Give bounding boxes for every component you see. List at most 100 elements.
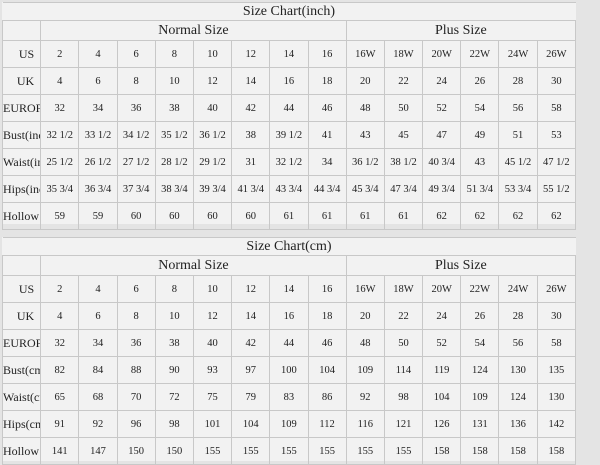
size-cell: 52 xyxy=(422,94,462,122)
size-cell: 39 1/2 xyxy=(269,121,309,149)
title-row: Size Chart(inch) xyxy=(2,2,576,21)
size-cell: 12 xyxy=(231,275,271,303)
size-cell: 24 xyxy=(422,67,462,95)
row-label: US xyxy=(1,275,42,303)
size-cell: 42 xyxy=(231,329,271,357)
size-cell: 26 xyxy=(460,302,500,330)
size-cell: 47 3/4 xyxy=(383,175,424,203)
size-cell: 30 xyxy=(536,67,577,95)
size-cell: 124 xyxy=(498,383,538,411)
size-cell: 16W xyxy=(345,40,385,68)
size-cell: 18W xyxy=(383,40,424,68)
size-cell: 38 3/4 xyxy=(154,175,194,203)
size-cell: 18W xyxy=(383,275,424,303)
size-cell: 4 xyxy=(78,40,118,68)
size-cell: 136 xyxy=(498,410,538,438)
size-cell: 16 xyxy=(307,40,347,68)
size-cell: 24W xyxy=(498,275,538,303)
size-cell: 92 xyxy=(345,383,385,411)
size-cell: 4 xyxy=(40,67,80,95)
size-cell: 109 xyxy=(460,383,500,411)
size-cell: 40 3/4 xyxy=(422,148,462,176)
size-cell: 59 xyxy=(78,202,118,230)
size-cell: 45 1/2 xyxy=(498,148,538,176)
size-cell: 38 1/2 xyxy=(383,148,424,176)
size-cell: 72 xyxy=(154,383,194,411)
size-cell: 12 xyxy=(192,67,233,95)
size-cell: 155 xyxy=(383,437,424,465)
size-cell: 53 xyxy=(536,121,577,149)
size-cell: 36 1/2 xyxy=(345,148,385,176)
size-cell: 33 1/2 xyxy=(78,121,118,149)
size-cell: 50 xyxy=(383,329,424,357)
size-cell: 24 xyxy=(422,302,462,330)
size-cell: 29 1/2 xyxy=(192,148,233,176)
size-cell: 43 xyxy=(460,148,500,176)
size-cell: 142 xyxy=(536,410,577,438)
size-table: Size Chart(inch) Normal Size Plus Size US 2 4… xyxy=(1,2,577,230)
size-cell: 4 xyxy=(78,275,118,303)
data-row: Bust(inch)32 1/233 1/234 1/235 1/236 1/2… xyxy=(1,121,577,149)
data-row: EUROPE3234363840424446485052545658 xyxy=(1,94,577,122)
size-cell: 16 xyxy=(269,67,309,95)
size-cell: 70 xyxy=(116,383,156,411)
size-cell: 26W xyxy=(536,275,577,303)
size-cell: 58 xyxy=(536,329,577,357)
data-row: Waist(cm)6568707275798386929810410912413… xyxy=(1,383,577,411)
size-cell: 97 xyxy=(231,356,271,384)
size-cell: 104 xyxy=(307,356,347,384)
size-cell: 47 1/2 xyxy=(536,148,577,176)
size-cell: 40 xyxy=(192,329,233,357)
size-cell: 22W xyxy=(460,40,500,68)
size-cell: 27 1/2 xyxy=(116,148,156,176)
size-cell: 18 xyxy=(307,67,347,95)
data-row: UK 4 6 8 10 12 14 16 18 20 22 24 26 28 30 xyxy=(1,67,577,95)
size-cell: 38 xyxy=(154,94,194,122)
size-cell: 91 xyxy=(40,410,80,438)
size-cell: 46 xyxy=(307,329,347,357)
size-cell: 158 xyxy=(422,437,462,465)
size-cell: 49 3/4 xyxy=(422,175,462,203)
size-cell: 20 xyxy=(345,302,385,330)
size-cell: 43 xyxy=(345,121,385,149)
data-row: US 2 4 6 8 10 12 14 16 16W 18W 20W 22W 24W 26W xyxy=(1,40,577,68)
size-cell: 112 xyxy=(307,410,347,438)
size-cell: 46 xyxy=(307,94,347,122)
size-cell: 121 xyxy=(383,410,424,438)
row-label: Waist(cm) xyxy=(1,383,42,411)
size-cell: 20W xyxy=(422,40,462,68)
row-label: Hollow to Floor(inch) xyxy=(1,202,42,230)
size-cell: 38 xyxy=(154,329,194,357)
size-cell: 43 3/4 xyxy=(269,175,309,203)
size-cell: 141 xyxy=(40,437,80,465)
size-cell: 126 xyxy=(422,410,462,438)
size-cell: 18 xyxy=(307,302,347,330)
size-cell: 34 1/2 xyxy=(116,121,156,149)
size-cell: 41 xyxy=(307,121,347,149)
size-cell: 30 xyxy=(536,302,577,330)
size-cell: 48 xyxy=(345,94,385,122)
size-cell: 54 xyxy=(460,94,500,122)
size-cell: 14 xyxy=(269,275,309,303)
size-cell: 59 xyxy=(40,202,80,230)
size-cell: 75 xyxy=(192,383,233,411)
size-cell: 16 xyxy=(307,275,347,303)
data-row: Hips(cm)91929698101104109112116121126131… xyxy=(1,410,577,438)
size-cell: 26 xyxy=(460,67,500,95)
size-cell: 42 xyxy=(231,94,271,122)
size-cell: 88 xyxy=(116,356,156,384)
size-cell: 150 xyxy=(116,437,156,465)
size-cell: 8 xyxy=(116,302,156,330)
row-label: Bust(cm) xyxy=(1,356,42,384)
size-chart-inch: Size Chart(inch) Normal Size Plus Size US 2 4… xyxy=(1,2,577,230)
size-cell: 158 xyxy=(498,437,538,465)
size-cell: 98 xyxy=(383,383,424,411)
size-cell: 32 1/2 xyxy=(269,148,309,176)
size-cell: 31 xyxy=(231,148,271,176)
size-cell: 155 xyxy=(345,437,385,465)
size-cell: 36 xyxy=(116,329,156,357)
size-cell: 40 xyxy=(192,94,233,122)
size-cell: 86 xyxy=(307,383,347,411)
data-row: Bust(cm)82848890939710010410911411912413… xyxy=(1,356,577,384)
size-cell: 60 xyxy=(231,202,271,230)
